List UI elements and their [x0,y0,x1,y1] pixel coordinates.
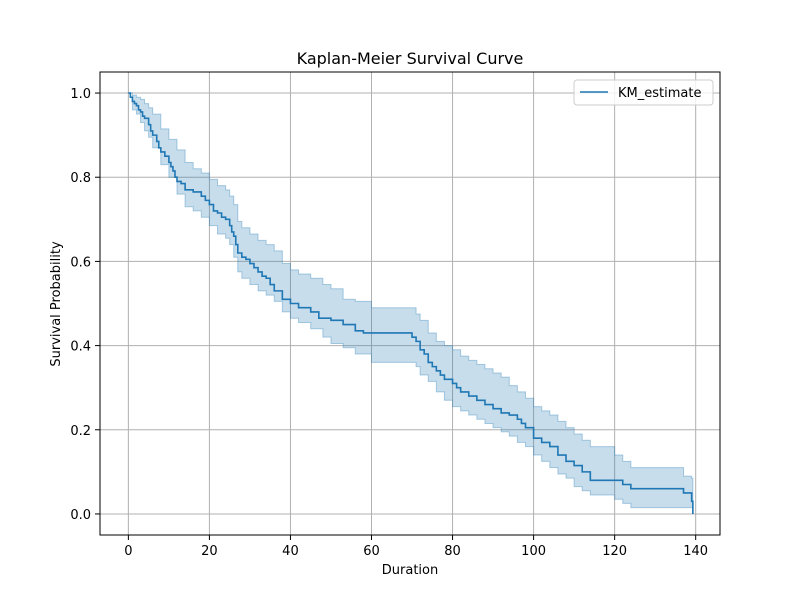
x-tick-label: 0 [124,544,132,559]
x-tick-label: 120 [602,544,627,559]
axes-frame [99,71,721,536]
x-tick-label: 60 [363,544,380,559]
x-tick-label: 100 [521,544,546,559]
y-tick-label: 0.0 [70,508,91,523]
x-tick-label: 20 [201,544,218,559]
tick-layer: 0 20 40 60 80 100 120 140 0.0 0.2 0.4 0.6 0.8 1.0 [70,87,708,559]
y-tick-label: 1.0 [70,87,91,102]
km-line-layer [128,92,694,514]
y-axis-label: Survival Probability [49,241,64,367]
y-tick-label: 0.6 [70,255,91,270]
chart-title: Kaplan-Meier Survival Curve [297,49,524,68]
legend-box [573,79,714,106]
y-tick-label: 0.2 [70,424,91,439]
confidence-band-layer [128,92,694,514]
y-tick-label: 0.4 [70,340,91,355]
y-tick-label: 0.8 [70,171,91,186]
x-axis-label: Duration [382,563,438,578]
x-tick-label: 140 [683,544,708,559]
x-tick-label: 40 [282,544,299,559]
x-tick-label: 80 [444,544,461,559]
confidence-band [128,92,694,514]
legend-label-km-estimate: KM_estimate [618,86,701,101]
km-estimate-line [128,92,694,514]
legend: KM_estimate [573,79,714,106]
